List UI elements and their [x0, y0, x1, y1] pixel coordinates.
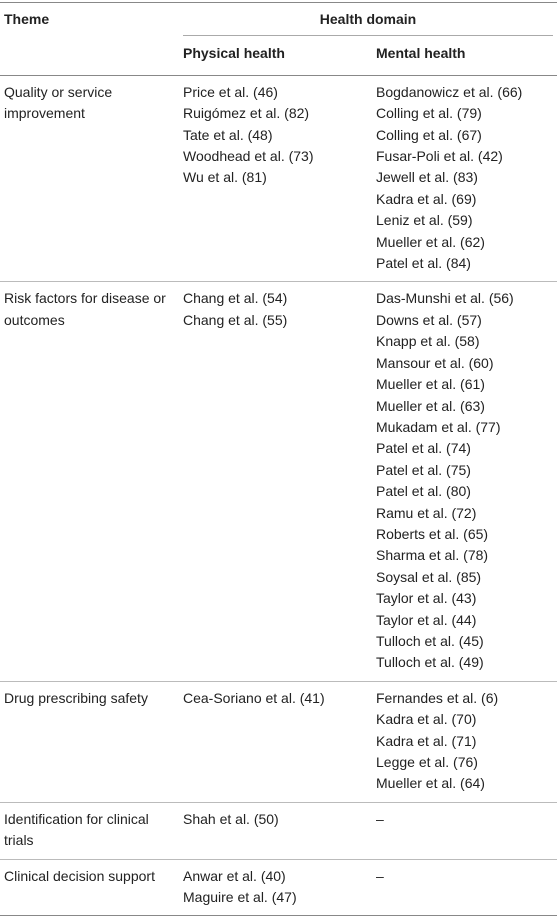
citation: Patel et al. (80) — [376, 483, 471, 500]
theme-cell: Risk factors for disease or outcomes — [0, 281, 179, 682]
citation: Mueller et al. (64) — [376, 775, 485, 792]
citation: Tulloch et al. (45) — [376, 632, 484, 649]
citation: Patel et al. (84) — [376, 255, 471, 272]
physical-cell: Shah et al. (50) — [179, 802, 372, 860]
domain-header: Health domain — [183, 9, 553, 37]
table-body: Quality or service improvement Price et a… — [0, 75, 557, 916]
table-row: Quality or service improvement Price et a… — [0, 75, 557, 283]
subheader-row: Physical health Mental health — [0, 41, 557, 76]
citation: Tulloch et al. (49) — [376, 654, 484, 671]
theme-cell: Identification for clinical trials — [0, 802, 179, 860]
theme-header: Theme — [0, 2, 179, 42]
mental-cell: Das-Munshi et al. (56) Downs et al. (57) K… — [372, 281, 557, 682]
citation: Shah et al. (50) — [183, 810, 279, 827]
citation: Mueller et al. (61) — [376, 376, 485, 393]
column-header: Physical health — [179, 41, 372, 76]
citation: Wu et al. (81) — [183, 169, 267, 186]
column-header: Mental health — [372, 41, 557, 76]
citation: Kadra et al. (70) — [376, 711, 477, 728]
citation: Downs et al. (57) — [376, 311, 482, 328]
citation: Mueller et al. (63) — [376, 397, 485, 414]
mental-cell: Bogdanowicz et al. (66) Colling et al. (7… — [372, 75, 557, 283]
citation: Bogdanowicz et al. (66) — [376, 83, 523, 100]
mental-cell: – — [372, 802, 557, 860]
physical-cell: Anwar et al. (40) Maguire et al. (47) — [179, 859, 372, 916]
citation: Woodhead et al. (73) — [183, 148, 314, 165]
domain-header-cell: Health domain — [179, 2, 557, 42]
theme-cell: Clinical decision support — [0, 859, 179, 916]
mental-cell: Fernandes et al. (6) Kadra et al. (70) Kad… — [372, 681, 557, 803]
citation: Legge et al. (76) — [376, 754, 478, 770]
citation: Fusar-Poli et al. (42) — [376, 148, 503, 165]
citation: Taylor et al. (44) — [376, 611, 477, 628]
citation: Colling et al. (67) — [376, 126, 482, 143]
citation: Colling et al. (79) — [376, 105, 482, 122]
citation: Fernandes et al. (6) — [376, 689, 499, 706]
citation: Knapp et al. (58) — [376, 333, 480, 350]
citation: Patel et al. (74) — [376, 440, 471, 457]
citation: Chang et al. (55) — [183, 311, 288, 328]
table-row: Drug prescribing safety Cea-Soriano et al… — [0, 681, 557, 803]
citation: – — [376, 810, 384, 827]
theme-cell: Quality or service improvement — [0, 75, 179, 283]
table-header: Theme Health domain Physical health Ment… — [0, 2, 557, 76]
table-row: Identification for clinical trials Shah e… — [0, 802, 557, 860]
citation: Anwar et al. (40) — [183, 867, 286, 884]
citation: Patel et al. (75) — [376, 461, 471, 478]
citation: Jewell et al. (83) — [376, 169, 478, 186]
physical-cell: Cea-Soriano et al. (41) — [179, 681, 372, 803]
citation: Sharma et al. (78) — [376, 547, 489, 564]
mental-cell: – — [372, 859, 557, 916]
header-row: Theme Health domain — [0, 2, 557, 42]
citation: Soysal et al. (85) — [376, 568, 482, 585]
physical-cell: Price et al. (46) Ruigómez et al. (82) Tat… — [179, 75, 372, 283]
citation: Das-Munshi et al. (56) — [376, 290, 514, 307]
citation: Chang et al. (54) — [183, 290, 288, 307]
citation: Mansour et al. (60) — [376, 354, 494, 371]
citation: Kadra et al. (71) — [376, 732, 477, 749]
citation: Price et al. (46) — [183, 83, 278, 100]
citation: Cea-Soriano et al. (41) — [183, 689, 325, 706]
table-row: Risk factors for disease or outcomes Chan… — [0, 281, 557, 682]
citation: Kadra et al. (69) — [376, 190, 477, 207]
citation: Maguire et al. (47) — [183, 889, 297, 906]
citation: Taylor et al. (43) — [376, 590, 477, 607]
citation: – — [376, 867, 384, 884]
citation: Tate et al. (48) — [183, 126, 273, 143]
citation: Roberts et al. (65) — [376, 525, 489, 542]
citation: Leniz et al. (59) — [376, 212, 473, 229]
citation: Ruigómez et al. (82) — [183, 105, 310, 122]
citation: Mukadam et al. (77) — [376, 418, 501, 435]
table-row: Clinical decision support Anwar et al. (4… — [0, 859, 557, 916]
citation: Ramu et al. (72) — [376, 504, 477, 521]
physical-cell: Chang et al. (54) Chang et al. (55) — [179, 281, 372, 682]
empty-header — [0, 41, 179, 76]
citation: Mueller et al. (62) — [376, 233, 485, 250]
theme-cell: Drug prescribing safety — [0, 681, 179, 803]
